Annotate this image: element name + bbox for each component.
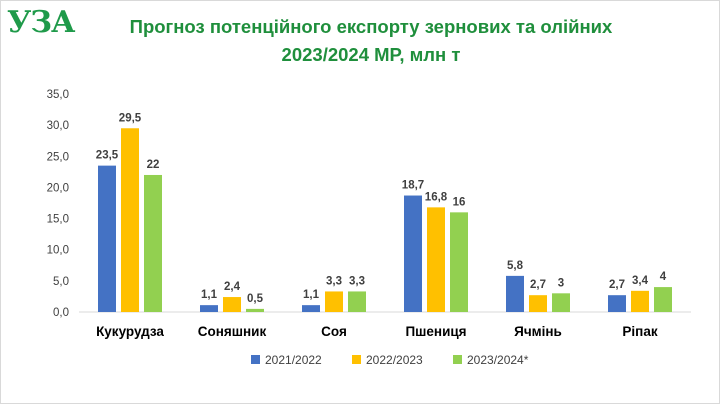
bar-3 <box>144 174 162 312</box>
legend-swatch-1 <box>251 355 260 364</box>
bar-3 <box>654 287 672 312</box>
data-label: 23,5 <box>96 150 119 162</box>
bar-2 <box>223 297 241 312</box>
chart-title-line-1: Прогноз потенційного експорту зернових т… <box>129 16 613 37</box>
category-label: Ячмінь <box>514 324 562 339</box>
data-label: 3,3 <box>326 275 342 287</box>
chart-title-line-2: 2023/2024 МР, млн т <box>281 44 461 65</box>
bar-3 <box>450 212 468 312</box>
uza-logo: УЗА <box>7 5 75 45</box>
bar-2 <box>529 295 547 312</box>
data-label: 3,3 <box>349 275 365 287</box>
data-label: 1,1 <box>201 289 218 301</box>
category-label: Пшениця <box>405 324 466 339</box>
bar-2 <box>427 207 445 312</box>
data-label: 3,4 <box>632 275 649 287</box>
data-label: 22 <box>147 159 160 171</box>
bar-2 <box>121 128 139 312</box>
category-label: Ріпак <box>622 324 657 339</box>
y-tick-label: 20,0 <box>47 182 69 194</box>
y-tick-label: 10,0 <box>47 245 69 257</box>
bar-1 <box>506 275 524 312</box>
category-label: Соя <box>321 324 347 339</box>
data-label: 2,7 <box>530 279 546 291</box>
data-label: 4 <box>660 271 667 283</box>
data-label: 5,8 <box>507 260 524 272</box>
bar-3 <box>246 308 264 312</box>
data-label: 3 <box>558 277 564 289</box>
bar-3 <box>552 293 570 312</box>
y-tick-label: 0,0 <box>53 307 69 319</box>
bar-1 <box>608 295 626 312</box>
bar-1 <box>302 305 320 312</box>
logo-text: УЗА <box>7 5 75 40</box>
category-label: Кукурудза <box>96 324 164 339</box>
chart-title: Прогноз потенційного експорту зернових т… <box>81 13 661 69</box>
data-label: 2,4 <box>224 281 241 293</box>
bar-2 <box>325 291 343 312</box>
legend-label-1: 2021/2022 <box>265 353 322 367</box>
data-label: 18,7 <box>402 180 424 192</box>
legend-label-2: 2022/2023 <box>366 353 423 367</box>
legend-label-3: 2023/2024* <box>467 353 529 367</box>
bar-3 <box>348 291 366 312</box>
data-label: 16,8 <box>425 191 448 203</box>
data-label: 2,7 <box>609 279 625 291</box>
legend-swatch-2 <box>352 355 361 364</box>
bar-1 <box>200 305 218 312</box>
y-tick-label: 30,0 <box>47 120 69 132</box>
bar-1 <box>404 195 422 312</box>
category-label: Соняшник <box>198 324 267 339</box>
y-tick-label: 25,0 <box>47 151 69 163</box>
data-label: 1,1 <box>303 289 320 301</box>
y-tick-label: 35,0 <box>47 89 69 101</box>
y-tick-label: 5,0 <box>53 276 69 288</box>
data-label: 0,5 <box>247 293 264 305</box>
bar-1 <box>98 165 116 312</box>
data-label: 16 <box>453 196 466 208</box>
y-tick-label: 15,0 <box>47 214 69 226</box>
bar-2 <box>631 290 649 312</box>
legend-swatch-3 <box>453 355 462 364</box>
data-label: 29,5 <box>119 112 142 124</box>
